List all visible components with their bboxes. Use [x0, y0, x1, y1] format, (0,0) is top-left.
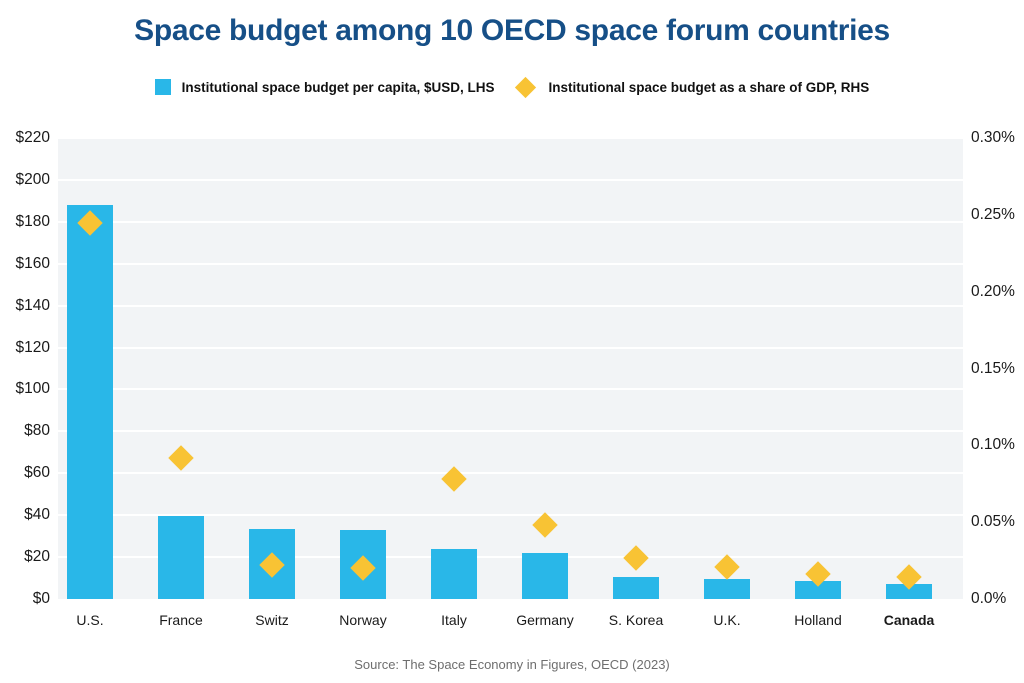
y-axis-right-tick: 0.15%	[971, 359, 1015, 377]
y-axis-left-tick: $160	[15, 254, 50, 272]
legend-label-per-capita: Institutional space budget per capita, $…	[181, 79, 495, 95]
source-note: Source: The Space Economy in Figures, OE…	[354, 657, 670, 672]
y-axis-right-tick: 0.20%	[971, 282, 1015, 300]
bar-Holland	[795, 581, 841, 599]
gdp-diamond-France	[168, 444, 194, 471]
chart-title: Space budget among 10 OECD space forum c…	[134, 14, 890, 47]
bar-U.K.	[704, 579, 750, 599]
gridline	[58, 388, 963, 391]
y-axis-right-tick: 0.30%	[971, 129, 1015, 146]
gridline	[58, 262, 963, 265]
legend: Institutional space budget per capita, $…	[0, 76, 1024, 98]
y-axis-right-tick: 0.05%	[971, 513, 1015, 531]
bar-Canada	[886, 584, 932, 599]
gridline	[58, 346, 963, 349]
x-axis-label-Italy: Italy	[441, 612, 467, 628]
legend-item-per-capita: Institutional space budget per capita, $…	[154, 79, 495, 95]
gdp-diamond-S. Korea	[623, 544, 649, 571]
gridline	[58, 178, 963, 181]
y-axis-left-tick: $0	[32, 590, 50, 607]
gdp-diamond-Italy	[441, 466, 467, 492]
y-axis-left-tick: $120	[15, 338, 50, 356]
y-axis-left-tick: $220	[15, 129, 50, 146]
x-axis-label-France: France	[159, 612, 203, 628]
gdp-diamond-Germany	[532, 512, 558, 538]
y-axis-left-tick: $20	[24, 548, 50, 566]
plot-area	[58, 137, 963, 599]
legend-item-gdp-share: Institutional space budget as a share of…	[514, 76, 870, 98]
y-axis-right-tick: 0.25%	[971, 205, 1015, 223]
gridline	[58, 514, 963, 517]
gridline	[58, 220, 963, 223]
y-axis-left-tick: $80	[24, 422, 50, 440]
y-axis-left-tick: $40	[24, 506, 50, 524]
bar-series-swatch-icon	[154, 79, 171, 95]
x-axis-label-S. Korea: S. Korea	[608, 612, 664, 628]
y-axis-right-tick: 0.0%	[971, 590, 1007, 607]
x-axis-label-Norway: Norway	[339, 612, 387, 628]
gridline	[58, 304, 963, 307]
y-axis-right-tick: 0.10%	[971, 436, 1015, 454]
y-axis-left-tick: $60	[24, 464, 50, 482]
y-axis-left-tick: $200	[15, 170, 50, 188]
gridline	[58, 472, 963, 475]
x-axis-label-Germany: Germany	[516, 612, 574, 628]
x-axis-label-Switz: Switz	[255, 612, 289, 628]
y-axis-left-tick: $140	[15, 296, 50, 314]
x-axis-label-U.S.: U.S.	[76, 612, 104, 628]
gridline	[58, 137, 963, 139]
legend-label-gdp-share: Institutional space budget as a share of…	[548, 79, 870, 95]
y-axis-left-tick: $180	[15, 212, 50, 230]
x-axis-label-Canada: Canada	[883, 612, 935, 628]
bar-U.S.	[67, 205, 113, 599]
bar-S. Korea	[613, 577, 659, 599]
diamond-series-swatch-icon	[515, 76, 537, 98]
x-axis-label-U.K.: U.K.	[713, 612, 741, 628]
x-axis-label-Holland: Holland	[794, 612, 842, 628]
gridline	[58, 430, 963, 433]
gridline	[58, 556, 963, 559]
bar-Germany	[522, 552, 568, 599]
y-axis-left-tick: $100	[15, 380, 50, 398]
bar-Italy	[431, 548, 477, 599]
bar-France	[158, 516, 204, 599]
